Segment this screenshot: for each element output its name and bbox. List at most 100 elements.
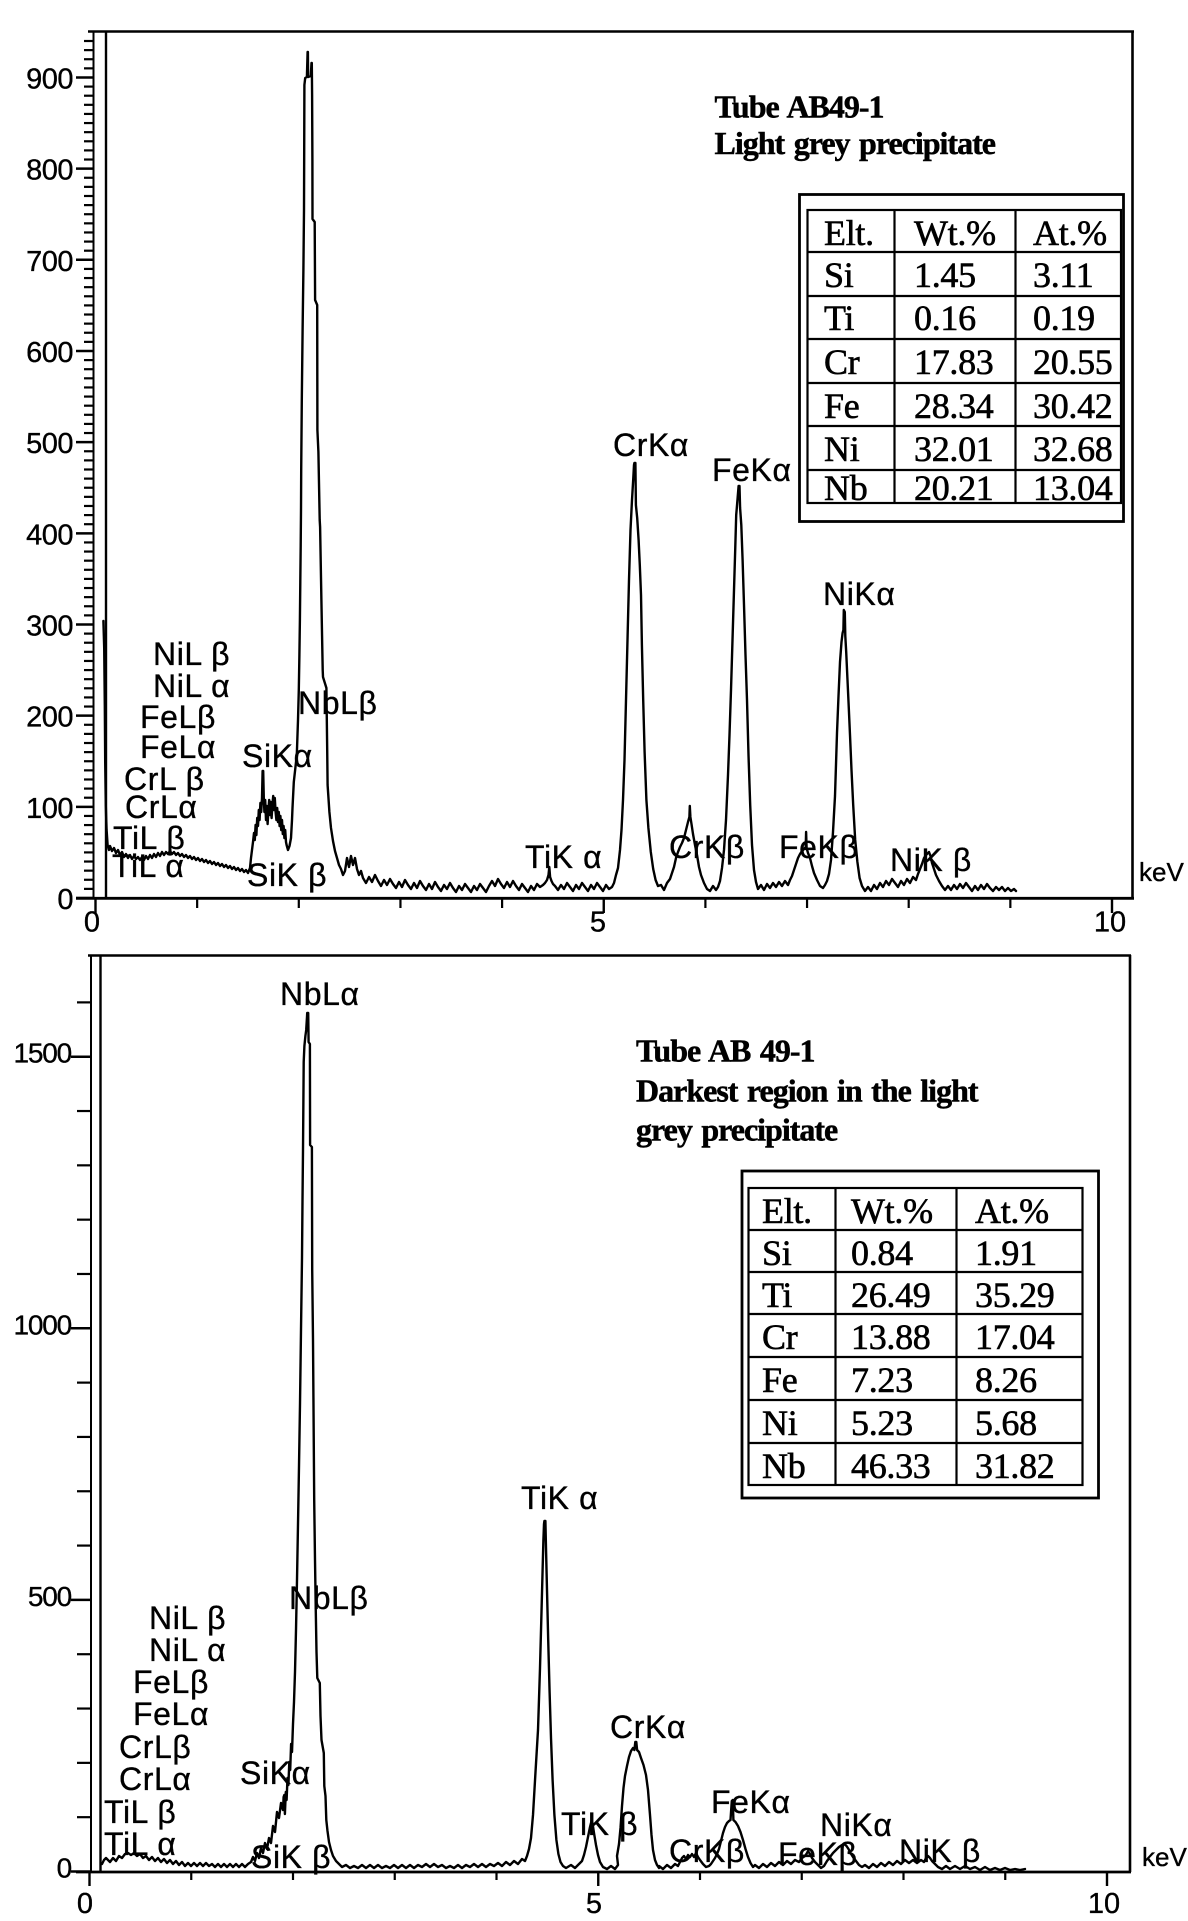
- svg-text:10: 10: [1088, 1888, 1120, 1920]
- svg-text:13.88: 13.88: [851, 1317, 931, 1357]
- svg-text:0: 0: [57, 1853, 72, 1884]
- svg-text:Elt.: Elt.: [762, 1191, 812, 1231]
- svg-text:500: 500: [26, 428, 73, 460]
- svg-text:17.83: 17.83: [914, 342, 994, 382]
- svg-text:Cr: Cr: [824, 342, 860, 382]
- svg-text:Tube AB49-1: Tube AB49-1: [715, 89, 884, 125]
- svg-text:35.29: 35.29: [975, 1275, 1055, 1315]
- svg-text:FeKβ: FeKβ: [778, 1836, 858, 1872]
- svg-text:900: 900: [26, 63, 73, 95]
- svg-text:FeLβ: FeLβ: [140, 699, 216, 735]
- svg-text:500: 500: [28, 1581, 72, 1612]
- svg-text:CrLα: CrLα: [119, 1761, 191, 1797]
- svg-text:CrKβ: CrKβ: [669, 1833, 745, 1869]
- svg-text:TiK α: TiK α: [521, 1480, 598, 1516]
- svg-text:Wt.%: Wt.%: [914, 213, 996, 253]
- svg-text:CrLα: CrLα: [125, 789, 197, 825]
- svg-text:13.04: 13.04: [1033, 468, 1113, 508]
- svg-text:FeLβ: FeLβ: [133, 1664, 209, 1700]
- svg-text:CrL β: CrL β: [124, 761, 205, 797]
- svg-text:0: 0: [57, 884, 73, 916]
- svg-text:0.16: 0.16: [914, 298, 976, 338]
- svg-text:FeKβ: FeKβ: [779, 829, 859, 865]
- svg-text:keV: keV: [1139, 857, 1184, 887]
- svg-text:Fe: Fe: [762, 1360, 797, 1400]
- svg-text:0: 0: [84, 907, 100, 939]
- svg-text:32.68: 32.68: [1033, 429, 1113, 469]
- svg-text:Nb: Nb: [824, 468, 867, 508]
- svg-text:Tube AB 49-1: Tube AB 49-1: [636, 1033, 815, 1069]
- svg-text:At.%: At.%: [1033, 213, 1107, 253]
- svg-text:Elt.: Elt.: [824, 213, 874, 253]
- svg-text:NiKα: NiKα: [820, 1807, 892, 1843]
- svg-text:TiK β: TiK β: [561, 1806, 638, 1842]
- svg-text:28.34: 28.34: [914, 386, 994, 426]
- svg-text:keV: keV: [1142, 1842, 1187, 1872]
- svg-text:NbLα: NbLα: [280, 976, 360, 1012]
- svg-text:Nb: Nb: [762, 1446, 805, 1486]
- svg-text:10: 10: [1094, 907, 1126, 939]
- svg-text:NiL β: NiL β: [153, 636, 230, 672]
- svg-text:1.91: 1.91: [975, 1233, 1037, 1273]
- svg-text:46.33: 46.33: [851, 1446, 931, 1486]
- svg-text:grey precipitate: grey precipitate: [636, 1112, 838, 1148]
- svg-text:8.26: 8.26: [975, 1360, 1037, 1400]
- svg-text:600: 600: [26, 337, 73, 369]
- svg-text:5.23: 5.23: [851, 1403, 913, 1443]
- svg-text:5.68: 5.68: [975, 1403, 1037, 1443]
- svg-text:CrKα: CrKα: [610, 1709, 686, 1745]
- svg-text:CrKα: CrKα: [613, 427, 689, 463]
- svg-text:1.45: 1.45: [914, 255, 976, 295]
- svg-text:SiK β: SiK β: [251, 1839, 331, 1875]
- svg-text:TiL α: TiL α: [104, 1826, 176, 1862]
- svg-text:Cr: Cr: [762, 1317, 798, 1357]
- svg-text:31.82: 31.82: [975, 1446, 1055, 1486]
- svg-text:Fe: Fe: [824, 386, 859, 426]
- svg-text:TiK α: TiK α: [525, 839, 602, 875]
- svg-text:Ti: Ti: [762, 1275, 792, 1315]
- svg-text:100: 100: [26, 793, 73, 825]
- svg-text:32.01: 32.01: [914, 429, 994, 469]
- svg-text:NiL α: NiL α: [149, 1632, 226, 1668]
- svg-text:300: 300: [26, 610, 73, 642]
- svg-text:26.49: 26.49: [851, 1275, 931, 1315]
- svg-text:FeKα: FeKα: [711, 1784, 791, 1820]
- svg-text:NiK β: NiK β: [899, 1833, 981, 1869]
- svg-text:200: 200: [26, 702, 73, 734]
- svg-text:17.04: 17.04: [975, 1317, 1055, 1357]
- svg-text:5: 5: [590, 907, 606, 939]
- svg-text:NiKα: NiKα: [823, 576, 895, 612]
- svg-text:NiL α: NiL α: [153, 668, 230, 704]
- svg-text:Si: Si: [824, 255, 854, 295]
- svg-text:SiKα: SiKα: [240, 1755, 311, 1791]
- svg-text:FeLα: FeLα: [140, 729, 216, 765]
- svg-text:Ni: Ni: [762, 1403, 798, 1443]
- svg-text:Si: Si: [762, 1233, 792, 1273]
- svg-text:7.23: 7.23: [851, 1360, 913, 1400]
- svg-text:NiK β: NiK β: [890, 842, 972, 878]
- svg-text:1500: 1500: [14, 1038, 72, 1069]
- svg-text:0.19: 0.19: [1033, 298, 1095, 338]
- svg-text:TiL β: TiL β: [104, 1794, 176, 1830]
- svg-text:30.42: 30.42: [1033, 386, 1113, 426]
- svg-text:NbLβ: NbLβ: [289, 1580, 369, 1616]
- svg-text:SiK β: SiK β: [247, 857, 327, 893]
- svg-text:20.21: 20.21: [914, 468, 994, 508]
- svg-text:FeLα: FeLα: [133, 1696, 209, 1732]
- svg-text:0.84: 0.84: [851, 1233, 913, 1273]
- svg-text:FeKα: FeKα: [712, 452, 792, 488]
- svg-text:Darkest region in the light: Darkest region in the light: [636, 1073, 979, 1109]
- svg-text:Light grey precipitate: Light grey precipitate: [715, 125, 996, 161]
- svg-text:3.11: 3.11: [1033, 255, 1093, 295]
- svg-text:800: 800: [26, 155, 73, 187]
- svg-text:CrKβ: CrKβ: [669, 829, 745, 865]
- svg-text:700: 700: [26, 246, 73, 278]
- svg-text:At.%: At.%: [975, 1191, 1049, 1231]
- svg-text:TiL β: TiL β: [113, 820, 185, 856]
- svg-text:Ni: Ni: [824, 429, 860, 469]
- svg-text:TiL α: TiL α: [112, 848, 184, 884]
- svg-text:NbLβ: NbLβ: [298, 685, 378, 721]
- svg-text:CrLβ: CrLβ: [119, 1729, 191, 1765]
- svg-text:400: 400: [26, 519, 73, 551]
- svg-text:NiL β: NiL β: [149, 1600, 226, 1636]
